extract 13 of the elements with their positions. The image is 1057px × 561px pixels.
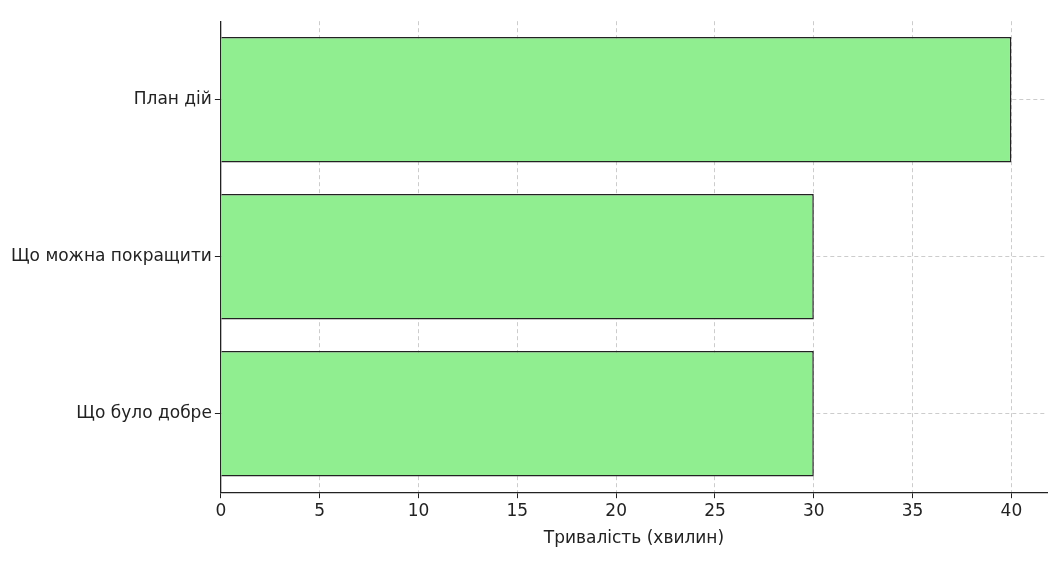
y-tick-label: План дій: [133, 88, 212, 109]
x-tick-label: 30: [802, 499, 825, 520]
y-tick-label: Що можна покращити: [10, 245, 212, 266]
y-tick-label: Що було добре: [76, 402, 212, 423]
x-tick-label: 25: [704, 499, 726, 520]
x-tick-label: 20: [605, 499, 627, 520]
x-tick-label: 0: [215, 499, 227, 520]
x-tick-label: 5: [314, 499, 326, 520]
x-tick-label: 10: [407, 499, 430, 520]
x-axis-title: Тривалість (хвилин): [542, 527, 725, 548]
x-tick-label: 15: [506, 499, 529, 520]
x-tick-label: 35: [901, 499, 924, 520]
x-tick-label: 40: [1000, 499, 1023, 520]
